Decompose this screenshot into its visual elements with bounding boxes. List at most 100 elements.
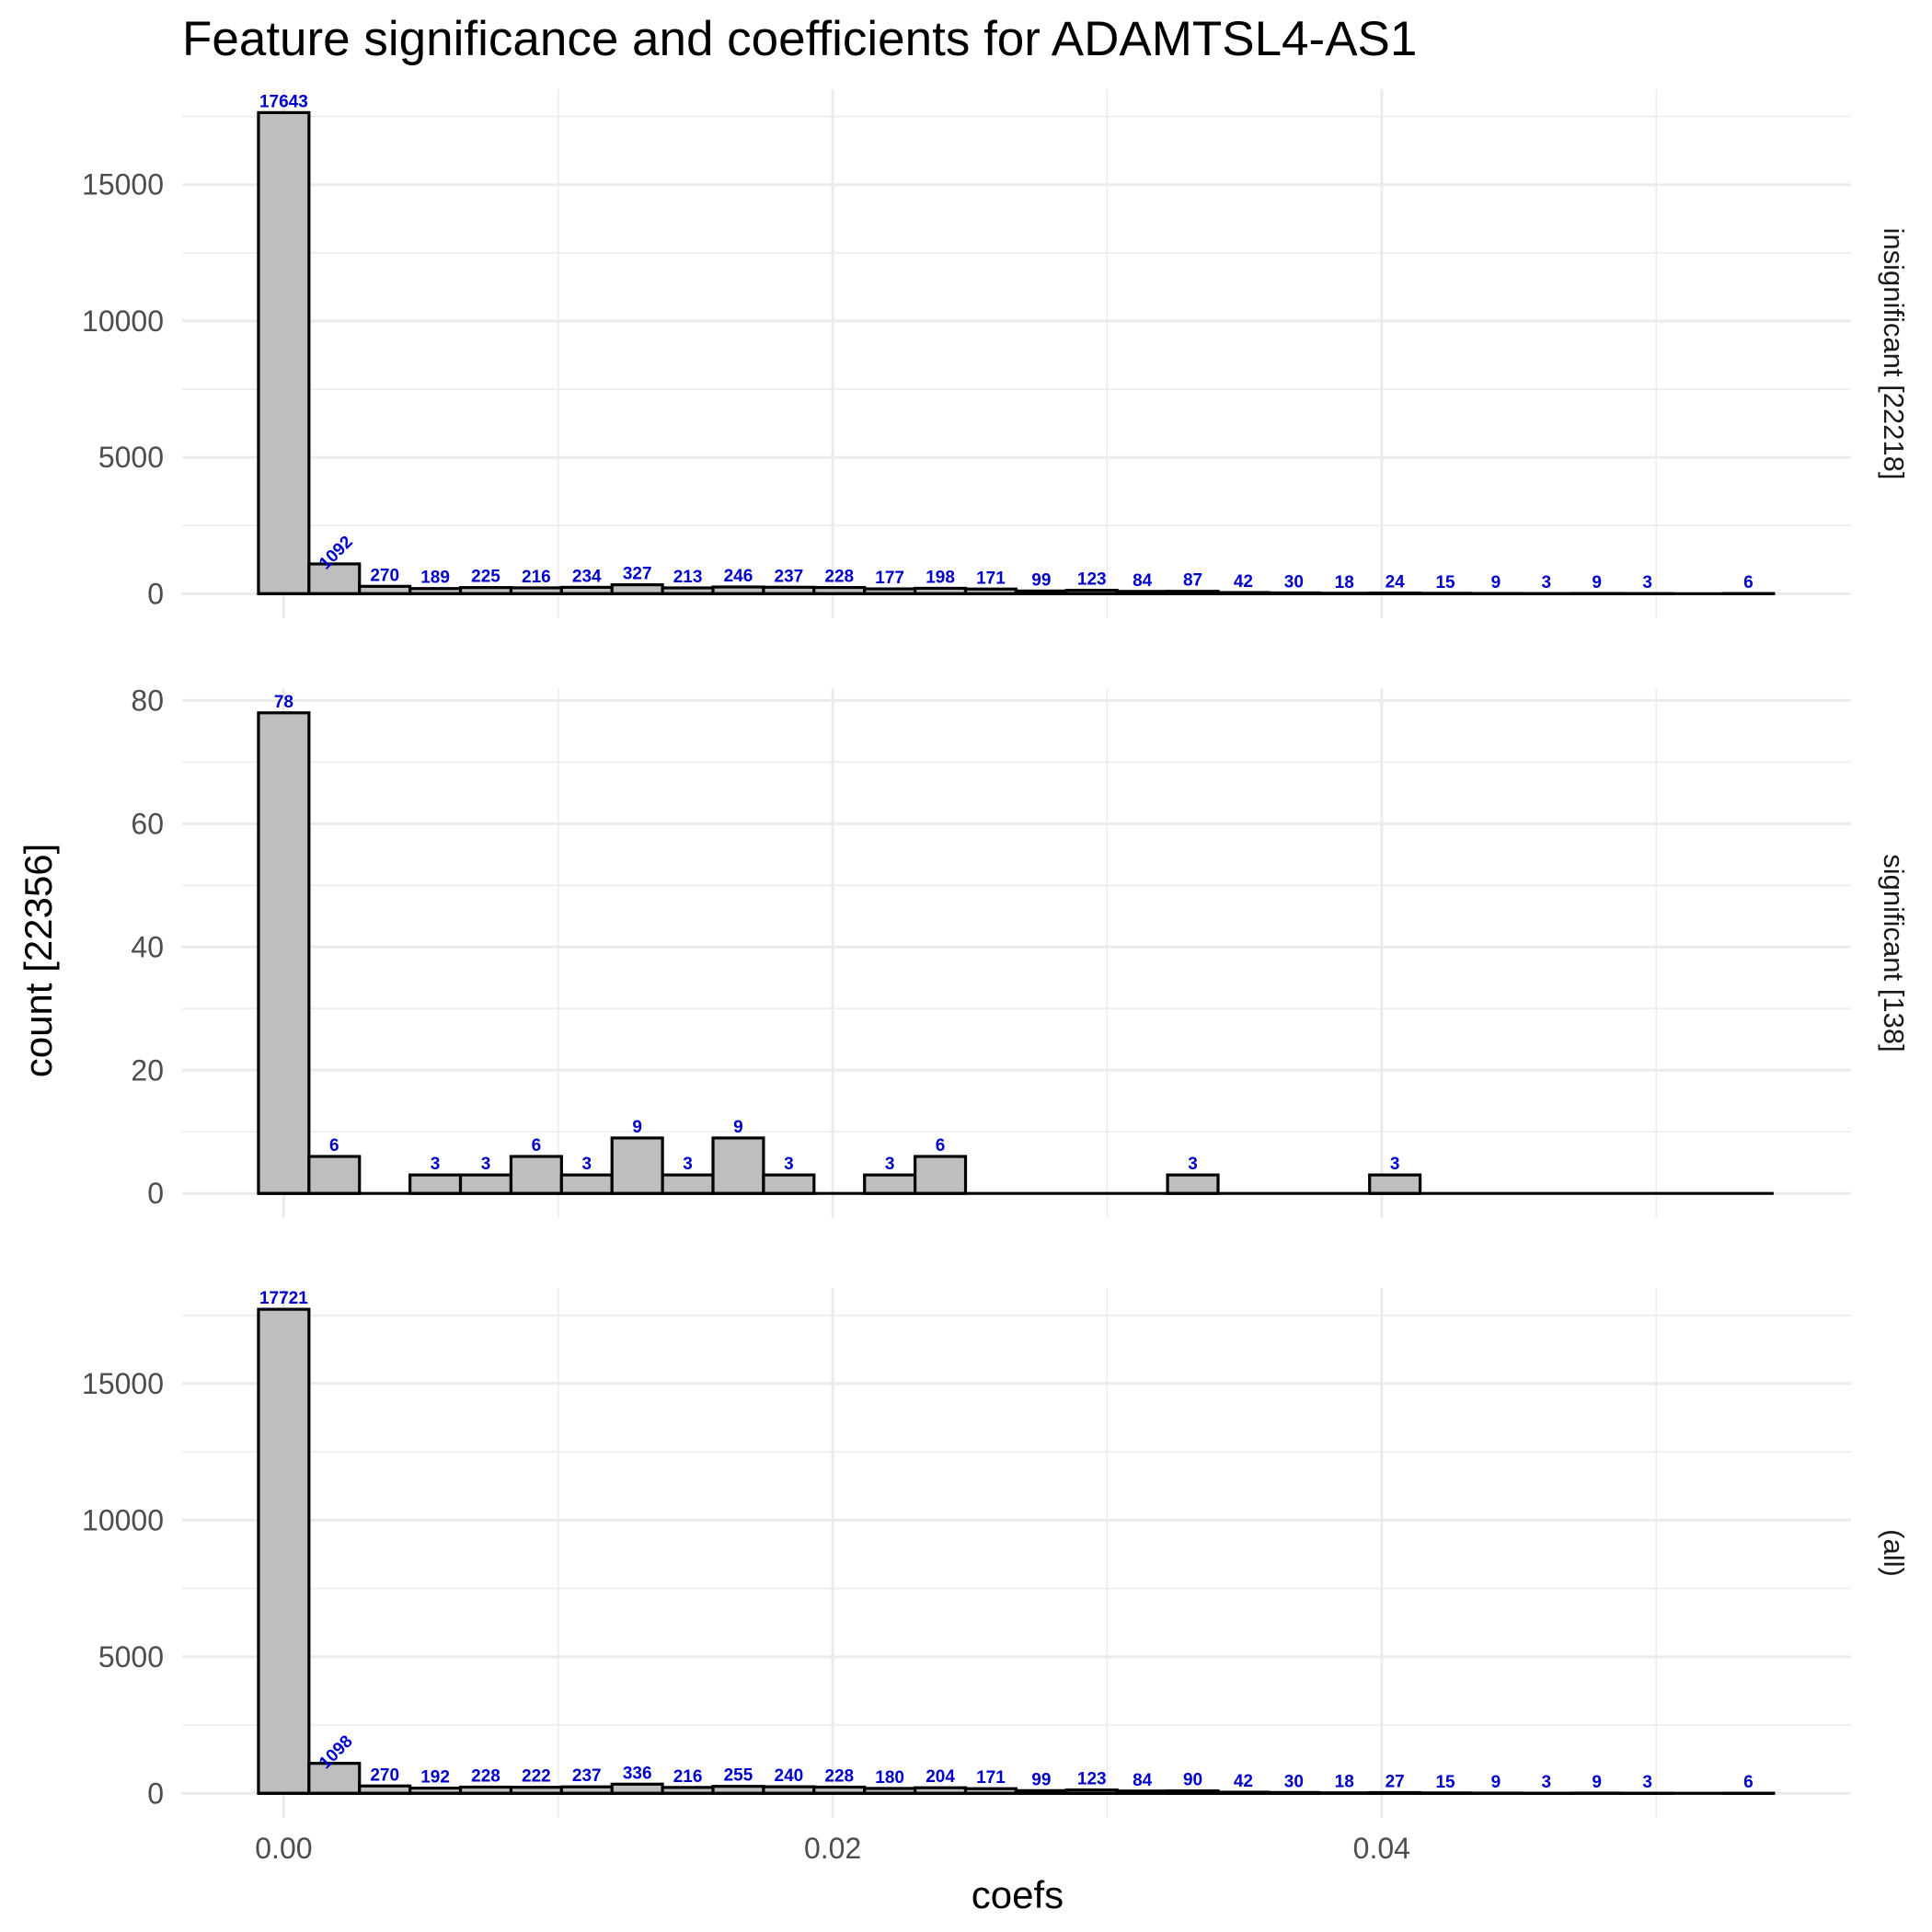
y-tick-labels: 0 5000 10000 15000: [82, 168, 164, 611]
bar-value-label: 27: [1386, 1772, 1405, 1791]
bar-value-label: 222: [522, 1767, 551, 1787]
bar-value-label: 3: [683, 1155, 693, 1174]
bar-value-label: 9: [1592, 1773, 1602, 1792]
histogram-bar: [559, 1173, 614, 1195]
bar-value-label: 171: [976, 1768, 1006, 1788]
bars: [257, 711, 1774, 1195]
grid-lines: [182, 688, 1851, 1218]
histogram-bar: [610, 1136, 664, 1195]
bars: [257, 110, 1776, 595]
y-tick-label: 15000: [82, 1367, 164, 1400]
bar-value-label: 15: [1435, 1773, 1455, 1792]
bar-value-label: 228: [824, 1767, 854, 1787]
chart-title: Feature significance and coefficients fo…: [182, 12, 1417, 66]
bar-value-label: 216: [522, 568, 551, 587]
bar-value-label: 3: [784, 1155, 794, 1174]
bar-value-label: 30: [1284, 572, 1304, 592]
bar-value-label: 237: [775, 567, 804, 586]
bar-value-label: 225: [471, 568, 500, 587]
bar-value-label: 3: [1188, 1155, 1198, 1174]
y-tick-label: 5000: [98, 1640, 164, 1673]
bar-value-label: 6: [532, 1136, 542, 1156]
bar-value-label: 3: [431, 1155, 441, 1174]
bar-labels: 78 6 3 3 6 3 9 3 9 3 3 6 3 3: [274, 693, 1400, 1174]
histogram-bar: [1368, 1173, 1422, 1195]
y-tick-label: 10000: [82, 1503, 164, 1536]
bar-value-label: 3: [885, 1155, 895, 1174]
histogram-bar: [711, 1136, 765, 1195]
bar-value-label: 9: [1592, 573, 1602, 592]
bar-value-label: 99: [1031, 1770, 1051, 1789]
bar-value-label: 3: [1542, 1773, 1552, 1792]
bar-value-label: 171: [976, 569, 1006, 588]
facet-strip-label: significant [138]: [1878, 854, 1910, 1052]
x-tick-label: 0.04: [1353, 1832, 1410, 1865]
grid-lines: [182, 1288, 1851, 1818]
bar-value-label: 3: [1642, 1773, 1652, 1792]
bar-value-label: 180: [875, 1768, 904, 1788]
bar-value-label: 3: [481, 1155, 491, 1174]
y-tick-label: 10000: [82, 305, 164, 338]
bar-value-label: 18: [1335, 573, 1354, 592]
bar-value-label: 234: [572, 567, 602, 586]
bar-value-label: 78: [274, 693, 293, 712]
bar-value-label: 17643: [259, 92, 308, 111]
bar-value-label: 123: [1077, 570, 1107, 590]
histogram-bar: [307, 562, 362, 595]
y-tick-label: 20: [131, 1053, 164, 1087]
bar-value-label: 17721: [259, 1289, 308, 1308]
facet-strip-label: insignificant [22218]: [1878, 227, 1910, 479]
bar-value-label: 84: [1133, 1771, 1153, 1790]
histogram-bar: [257, 711, 311, 1195]
bar-value-label: 84: [1133, 571, 1153, 591]
bar-value-label: 6: [1743, 1773, 1754, 1792]
y-tick-label: 0: [147, 1177, 164, 1210]
bar-value-label: 15: [1435, 573, 1455, 592]
x-axis-title: coefs: [972, 1873, 1064, 1916]
bar-value-label: 177: [875, 569, 904, 588]
bar-value-label: 213: [673, 568, 703, 587]
y-axis-title: count [22356]: [17, 844, 60, 1078]
y-tick-label: 60: [131, 807, 164, 840]
histogram-bar: [257, 110, 311, 595]
histogram-bar: [509, 1155, 563, 1195]
bar-value-label: 246: [724, 567, 753, 586]
facet-strip-label: (all): [1878, 1529, 1910, 1577]
bar-value-label: 228: [824, 568, 854, 587]
bar-value-label: 198: [926, 568, 955, 587]
y-tick-label: 40: [131, 930, 164, 963]
y-tick-labels: 0 5000 10000 15000: [82, 1367, 164, 1810]
y-tick-labels: 0 20 40 60 80: [131, 684, 164, 1210]
bar-value-label: 30: [1284, 1772, 1304, 1791]
bar-value-label: 270: [370, 566, 399, 585]
bar-value-label: 42: [1234, 572, 1253, 592]
bar-value-label: 9: [632, 1118, 642, 1137]
bar-value-label: 189: [420, 569, 450, 588]
histogram-bar: [257, 1307, 311, 1795]
bar-value-label: 192: [420, 1768, 450, 1788]
x-tick-labels: 0.00 0.02 0.04: [255, 1832, 1410, 1865]
bar-value-label: 3: [1390, 1155, 1400, 1174]
bar-value-label: 3: [1642, 573, 1652, 592]
histogram-bar: [458, 1173, 513, 1195]
histogram-bar: [914, 1155, 968, 1195]
bar-value-label: 3: [1542, 573, 1552, 592]
y-tick-label: 0: [147, 1777, 164, 1810]
bar-value-label: 6: [329, 1136, 339, 1156]
bar-value-label: 24: [1386, 573, 1406, 592]
bar-value-label: 204: [926, 1767, 955, 1787]
bar-value-label: 90: [1183, 1771, 1202, 1790]
bar-value-label: 6: [936, 1136, 946, 1156]
histogram-bar: [408, 1173, 463, 1195]
bar-value-label: 3: [581, 1155, 592, 1174]
bars: [257, 1307, 1776, 1795]
y-tick-label: 5000: [98, 441, 164, 474]
bar-value-label: 9: [1491, 1773, 1501, 1792]
y-tick-label: 0: [147, 577, 164, 610]
y-tick-label: 80: [131, 684, 164, 717]
bar-value-label: 327: [623, 565, 652, 584]
